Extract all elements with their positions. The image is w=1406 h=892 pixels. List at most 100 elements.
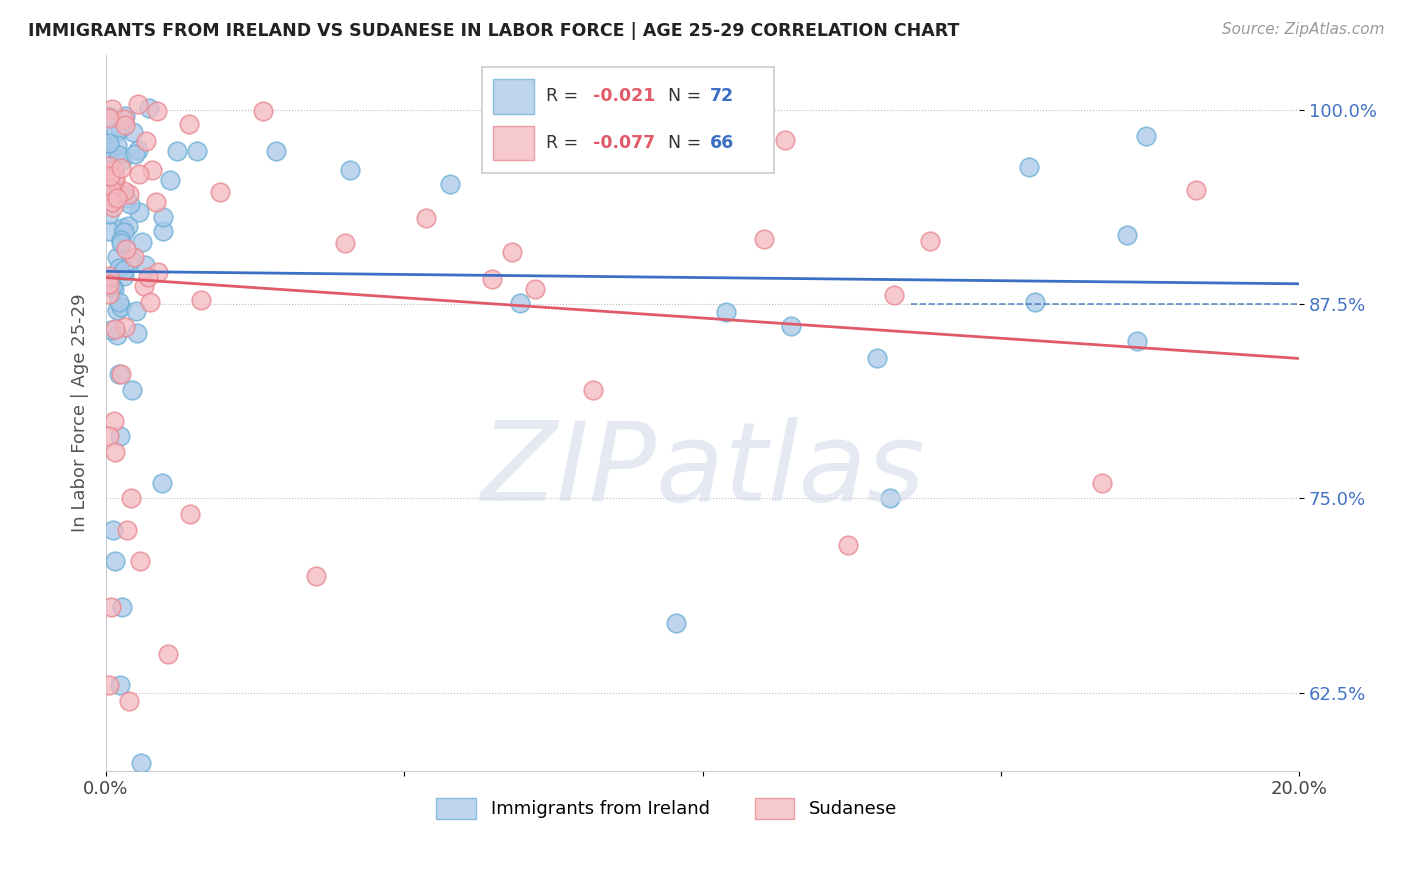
Point (152, 475, 174, 490)
Text: ZIPatlas: ZIPatlas (481, 417, 925, 524)
Point (117, 219, 139, 233)
Point (439, 177, 461, 191)
Point (103, 163, 125, 178)
Point (1126, 334, 1149, 349)
Point (208, 186, 231, 200)
Point (127, 97, 149, 112)
Point (118, 187, 141, 202)
Point (121, 253, 143, 268)
Point (111, 600, 134, 615)
Point (139, 295, 162, 310)
Point (97, 287, 120, 301)
Point (145, 195, 167, 210)
Point (104, 445, 127, 459)
Point (101, 280, 124, 294)
Point (190, 293, 212, 307)
Point (97, 159, 120, 173)
Point (111, 221, 134, 235)
Point (112, 185, 135, 199)
Point (122, 251, 145, 265)
Point (110, 301, 132, 315)
Point (110, 161, 132, 175)
Point (166, 144, 188, 158)
Point (837, 538, 859, 552)
Point (97, 136, 120, 151)
Point (98, 140, 121, 154)
Point (866, 351, 889, 366)
Point (1091, 475, 1114, 490)
Point (879, 491, 901, 506)
Point (97, 109, 120, 123)
Point (112, 112, 135, 126)
Point (111, 153, 134, 167)
Point (129, 756, 152, 770)
Point (1135, 129, 1157, 144)
Point (101, 200, 124, 214)
Point (105, 327, 128, 342)
Point (108, 148, 131, 162)
Point (100, 269, 122, 284)
Point (107, 367, 129, 381)
Point (159, 173, 181, 187)
Point (97, 269, 120, 284)
Point (524, 283, 547, 297)
Point (179, 507, 201, 521)
Point (114, 319, 136, 334)
Point (132, 279, 155, 293)
Point (98, 169, 121, 183)
Point (97, 189, 120, 203)
Point (114, 110, 136, 124)
Point (1184, 183, 1206, 197)
Point (491, 123, 513, 137)
Point (100, 182, 122, 196)
Point (148, 265, 170, 279)
Point (135, 134, 157, 148)
Point (920, 234, 942, 248)
Point (110, 429, 132, 443)
Point (124, 147, 146, 161)
Point (118, 694, 141, 708)
Point (100, 177, 122, 191)
Point (110, 233, 132, 247)
Point (339, 163, 361, 178)
Point (103, 523, 125, 537)
Point (100, 600, 122, 615)
Point (120, 491, 142, 506)
Point (582, 383, 605, 397)
Point (1024, 295, 1046, 310)
Point (128, 168, 150, 182)
Point (108, 261, 131, 276)
Point (127, 143, 149, 157)
Point (104, 169, 127, 184)
Point (98, 190, 121, 204)
Point (103, 414, 125, 428)
Point (103, 282, 125, 296)
Point (97, 112, 120, 126)
Point (122, 124, 145, 138)
Point (112, 263, 135, 277)
Point (509, 296, 531, 310)
Point (125, 326, 148, 340)
Point (107, 295, 129, 310)
Legend: Immigrants from Ireland, Sudanese: Immigrants from Ireland, Sudanese (429, 791, 904, 826)
Point (100, 102, 122, 116)
Point (118, 197, 141, 211)
Point (177, 117, 200, 131)
Point (415, 211, 437, 225)
Point (131, 235, 153, 249)
Point (97, 429, 120, 443)
Point (128, 554, 150, 568)
Point (136, 270, 159, 285)
Point (97, 277, 120, 292)
Point (105, 137, 128, 152)
Point (775, 133, 797, 147)
Point (252, 103, 274, 118)
Point (105, 250, 128, 264)
Point (103, 149, 125, 163)
Point (97, 224, 120, 238)
Point (883, 288, 905, 302)
Point (104, 173, 127, 187)
Point (152, 224, 174, 238)
Point (780, 319, 803, 334)
Point (714, 305, 737, 319)
